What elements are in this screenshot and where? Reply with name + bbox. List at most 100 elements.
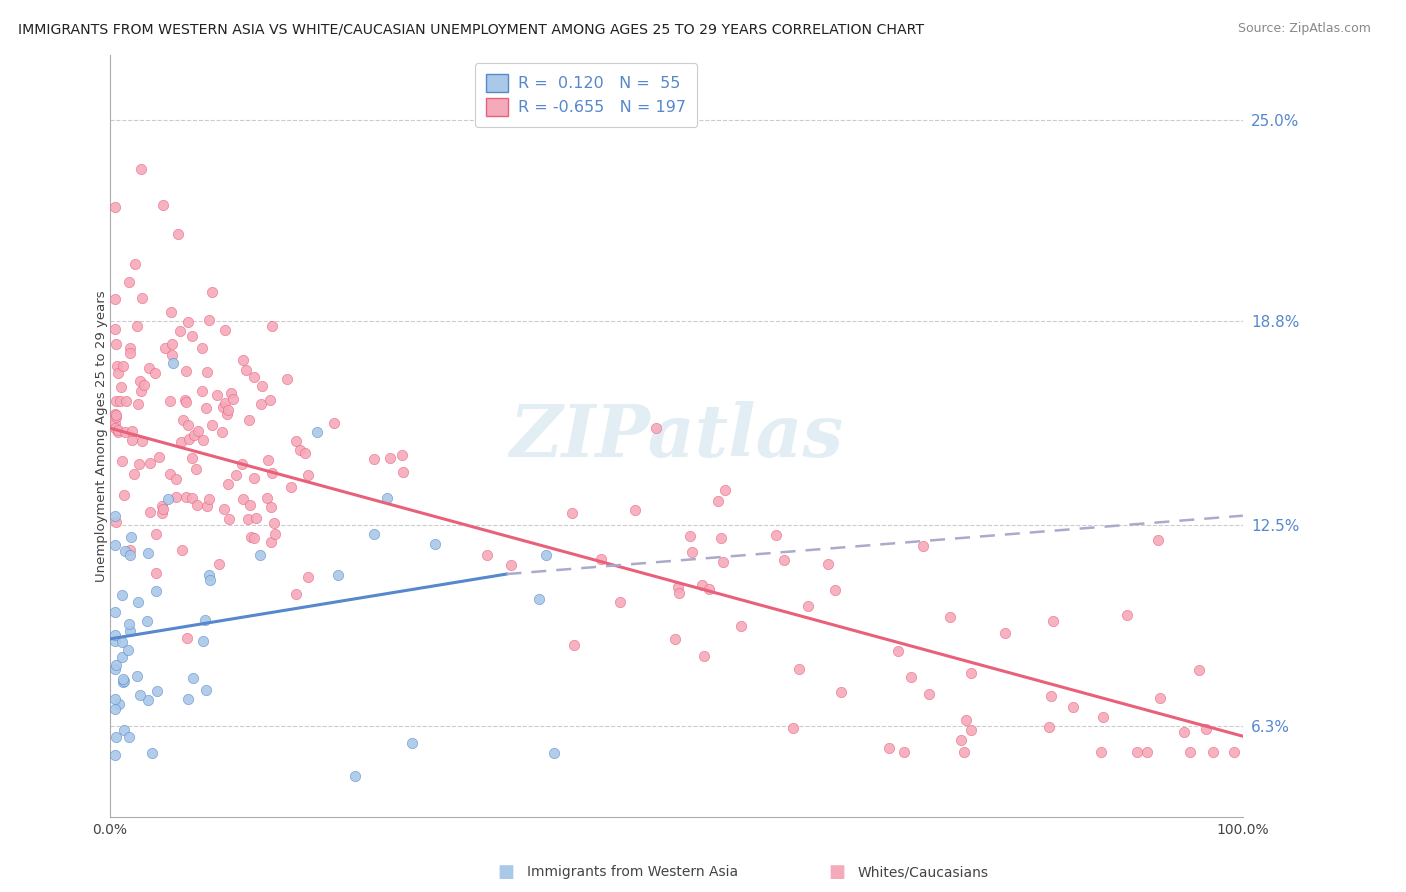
Text: ■: ■ [828,863,845,881]
Point [197,568,219,582]
Point [1173,725,1195,739]
Point [664,632,686,647]
Point [131,434,153,449]
Point [543,746,565,760]
Point [212,400,235,414]
Point [263,526,285,541]
Point [824,582,846,597]
Point [112,674,135,689]
Point [118,543,141,558]
Point [1062,699,1084,714]
Point [217,477,239,491]
Point [710,531,733,545]
Point [107,423,129,437]
Point [173,392,195,407]
Point [678,529,700,543]
Point [104,730,127,744]
Point [118,624,141,639]
Point [181,671,204,685]
Point [198,313,221,327]
Point [104,322,127,336]
Point [186,498,208,512]
Point [143,366,166,380]
Point [375,491,398,505]
Point [105,337,128,351]
Point [260,500,283,515]
Point [645,421,668,435]
Point [208,557,231,571]
Point [893,746,915,760]
Point [198,573,221,587]
Point [162,337,184,351]
Point [624,503,647,517]
Point [112,723,135,737]
Point [284,586,307,600]
Point [499,558,522,572]
Point [527,591,550,606]
Point [243,471,266,485]
Point [112,487,135,501]
Point [191,433,214,447]
Point [252,379,274,393]
Point [104,662,127,676]
Point [104,508,127,523]
Text: ZIPatlas: ZIPatlas [509,401,844,472]
Point [104,292,127,306]
Point [159,467,181,482]
Point [169,324,191,338]
Point [194,613,217,627]
Point [104,605,127,619]
Point [242,531,264,545]
Point [120,548,142,562]
Point [219,385,242,400]
Point [285,434,308,448]
Point [201,285,224,299]
Point [170,435,193,450]
Point [104,692,127,706]
Y-axis label: Unemployment Among Ages 25 to 29 years: Unemployment Among Ages 25 to 29 years [96,291,108,582]
Point [105,516,128,530]
Point [201,418,224,433]
Point [214,395,236,409]
Point [475,549,498,563]
Point [152,198,174,212]
Point [104,657,127,672]
Point [1223,746,1246,760]
Point [181,491,204,505]
Point [830,685,852,699]
Text: IMMIGRANTS FROM WESTERN ASIA VS WHITE/CAUCASIAN UNEMPLOYMENT AMONG AGES 25 TO 29: IMMIGRANTS FROM WESTERN ASIA VS WHITE/CA… [18,22,924,37]
Point [176,692,198,706]
Point [120,345,142,359]
Point [879,741,901,756]
Point [1146,533,1168,548]
Point [145,583,167,598]
Point [150,500,173,514]
Point [120,530,142,544]
Point [294,445,316,459]
Point [668,586,690,600]
Point [730,619,752,633]
Point [114,543,136,558]
Point [1136,746,1159,760]
Point [666,581,689,595]
Point [121,433,143,447]
Point [222,392,245,407]
Point [112,673,135,688]
Point [1188,663,1211,677]
Point [139,456,162,470]
Point [912,540,935,554]
Point [107,425,129,440]
Point [263,516,285,530]
Point [425,537,447,551]
Point [176,395,198,409]
Point [797,599,820,613]
Point [180,328,202,343]
Point [184,461,207,475]
Point [104,421,127,435]
Point [900,670,922,684]
Point [104,537,127,551]
Point [363,526,385,541]
Legend: R =  0.120   N =  55, R = -0.655   N = 197: R = 0.120 N = 55, R = -0.655 N = 197 [475,63,697,127]
Point [104,747,127,762]
Point [183,428,205,442]
